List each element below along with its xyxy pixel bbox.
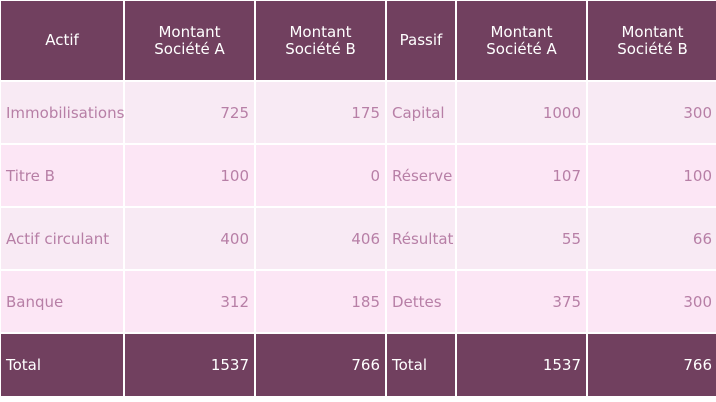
passif-value-a: 375 (457, 271, 586, 332)
actif-value-a: 400 (125, 208, 254, 269)
actif-value-a: 312 (125, 271, 254, 332)
passif-value-b: 66 (588, 208, 716, 269)
passif-label: Dettes (387, 271, 455, 332)
passif-value-b: 300 (588, 271, 716, 332)
header-montant-societe-a-passif: Montant Société A (457, 1, 586, 80)
table-header-row: Actif Montant Société A Montant Société … (1, 1, 716, 80)
passif-value-b: 300 (588, 82, 716, 143)
table-row: Banque 312 185 Dettes 375 300 (1, 271, 716, 332)
table-row: Actif circulant 400 406 Résultat 55 66 (1, 208, 716, 269)
table-row: Immobilisations 725 175 Capital 1000 300 (1, 82, 716, 143)
total-actif-value-a: 1537 (125, 334, 254, 396)
passif-label: Capital (387, 82, 455, 143)
actif-label: Immobilisations (1, 82, 124, 143)
header-montant-societe-b-passif: Montant Société B (588, 1, 716, 80)
header-passif: Passif (387, 1, 455, 80)
total-actif-value-b: 766 (256, 334, 385, 396)
passif-label: Réserve (387, 145, 455, 206)
header-montant-societe-a-actif: Montant Société A (125, 1, 254, 80)
actif-label: Actif circulant (1, 208, 123, 269)
total-passif-value-a: 1537 (457, 334, 586, 396)
passif-label: Résultat (387, 208, 455, 269)
table-row: Titre B 100 0 Réserve 107 100 (1, 145, 716, 206)
actif-value-b: 175 (256, 82, 385, 143)
actif-value-b: 406 (256, 208, 385, 269)
actif-label: Banque (1, 271, 123, 332)
actif-label: Titre B (1, 145, 123, 206)
passif-value-a: 107 (457, 145, 586, 206)
header-montant-societe-b-actif: Montant Société B (256, 1, 385, 80)
header-actif: Actif (1, 1, 123, 80)
total-passif-label: Total (387, 334, 455, 396)
passif-value-b: 100 (588, 145, 716, 206)
total-actif-label: Total (1, 334, 123, 396)
passif-value-a: 1000 (457, 82, 586, 143)
actif-value-a: 100 (125, 145, 254, 206)
passif-value-a: 55 (457, 208, 586, 269)
total-passif-value-b: 766 (588, 334, 716, 396)
actif-value-b: 0 (256, 145, 385, 206)
actif-value-b: 185 (256, 271, 385, 332)
actif-value-a: 725 (125, 82, 254, 143)
table-total-row: Total 1537 766 Total 1537 766 (1, 334, 716, 396)
